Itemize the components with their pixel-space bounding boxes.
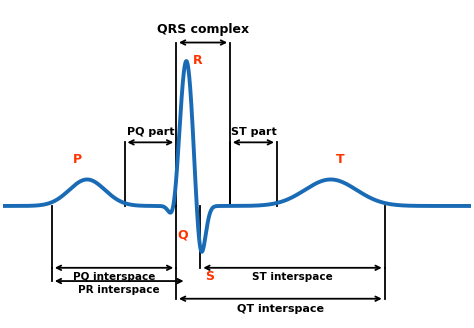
Text: QRS complex: QRS complex bbox=[157, 23, 249, 36]
Text: S: S bbox=[205, 270, 214, 282]
Text: T: T bbox=[337, 153, 345, 166]
Text: PQ part: PQ part bbox=[127, 127, 174, 137]
Text: P: P bbox=[73, 153, 82, 166]
Text: PR interspace: PR interspace bbox=[78, 285, 160, 296]
Text: ST interspace: ST interspace bbox=[252, 272, 333, 282]
Text: QT interspace: QT interspace bbox=[237, 304, 324, 314]
Text: Q: Q bbox=[177, 229, 188, 242]
Text: ST part: ST part bbox=[230, 127, 276, 137]
Text: PQ interspace: PQ interspace bbox=[73, 272, 155, 282]
Text: R: R bbox=[192, 54, 202, 67]
